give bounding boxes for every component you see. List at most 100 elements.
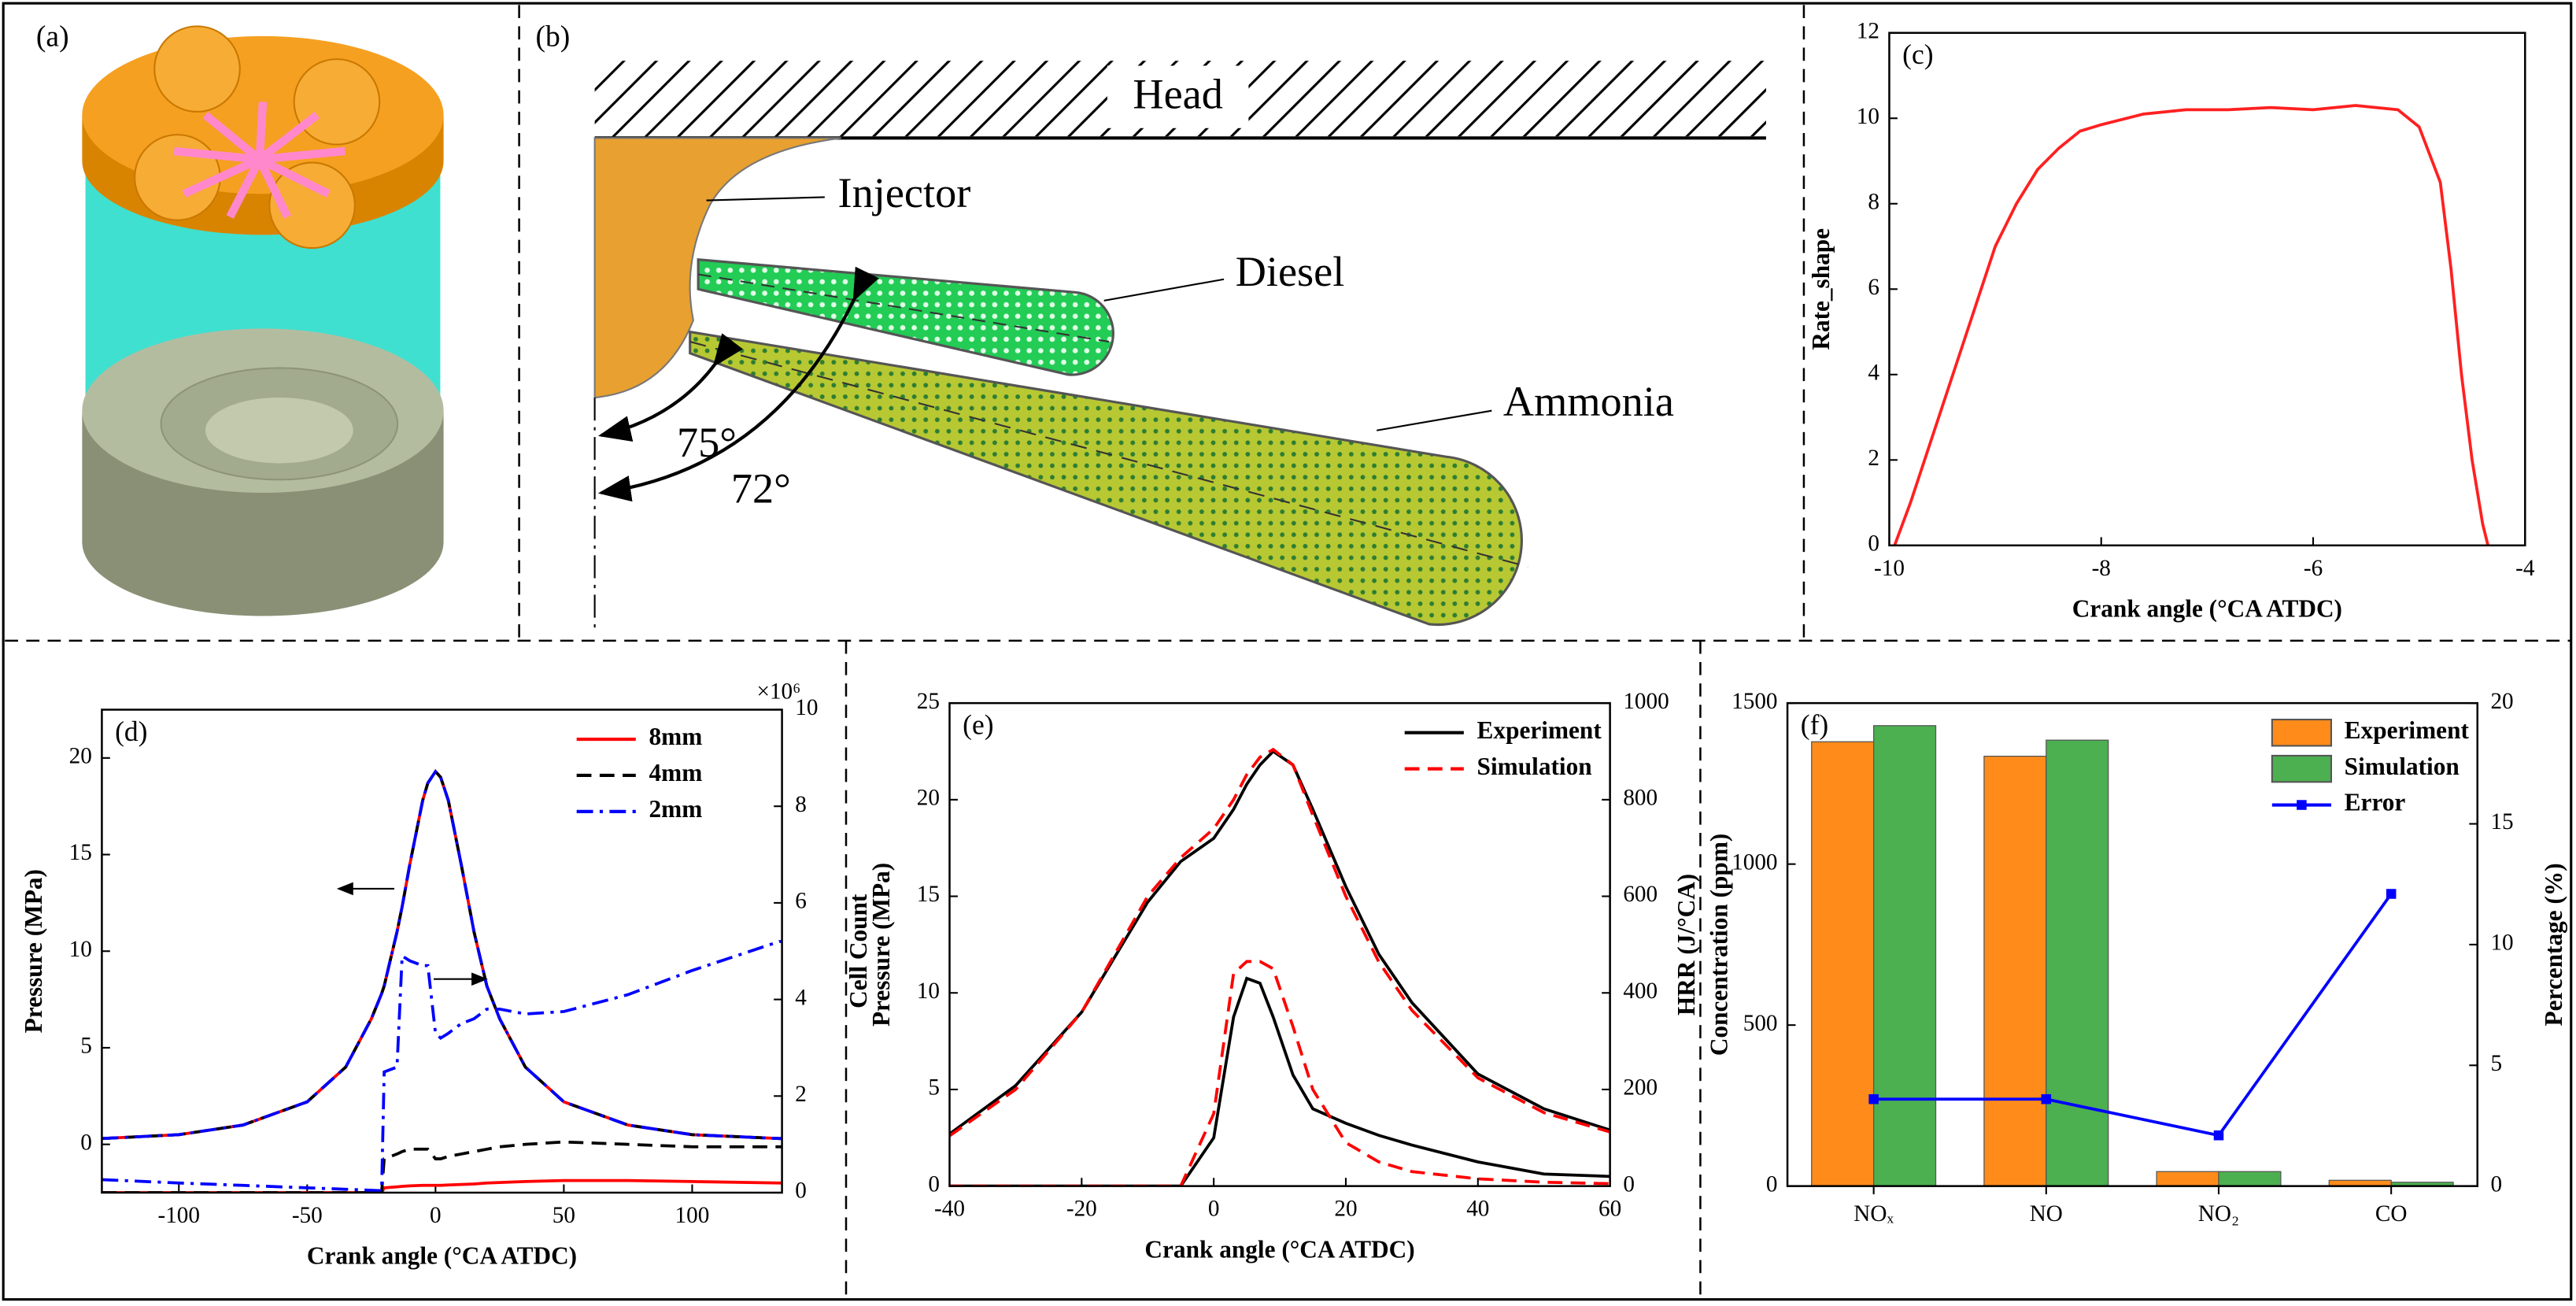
- x-tick-label: NO: [2030, 1201, 2063, 1226]
- x-tick-label: 20: [1334, 1197, 1357, 1222]
- y2-tick-label: 8: [795, 792, 807, 817]
- x-tick-label: -4: [2515, 556, 2535, 581]
- x-tick-label: 60: [1598, 1197, 1621, 1222]
- legend-label: Experiment: [2345, 716, 2470, 744]
- bar: [1811, 741, 1875, 1187]
- x-tick-label: -100: [157, 1203, 200, 1228]
- error-marker: [2041, 1093, 2052, 1104]
- panel-label: (c): [1902, 39, 1933, 70]
- y-tick-label: 20: [69, 744, 92, 769]
- y-tick-label: 5: [928, 1075, 940, 1101]
- y2-tick-label: 0: [2490, 1171, 2502, 1197]
- data-line: [949, 749, 1610, 1135]
- legend-marker: [2297, 800, 2307, 810]
- y2-tick-label: 0: [1623, 1171, 1635, 1197]
- y-tick-label: 12: [1857, 18, 1879, 43]
- data-line: [1893, 104, 2489, 546]
- bar: [2046, 739, 2109, 1187]
- y-tick-label: 8: [1868, 189, 1879, 214]
- y-tick-label: 0: [1766, 1171, 1778, 1197]
- y2-tick-label: 200: [1623, 1075, 1658, 1101]
- x-axis-label: Crank angle (°CA ATDC): [1144, 1235, 1414, 1263]
- y-axis-label: Rate_shape: [1807, 228, 1835, 350]
- panel-b: (b) Head Injector Diesel Ammonia 75° 72°: [535, 21, 1766, 633]
- y-axis-label: Pressure (MPa): [20, 869, 47, 1033]
- y-tick-label: 15: [69, 840, 92, 865]
- legend-label: 4mm: [649, 759, 703, 786]
- chart: 0 5 10 15 20 0 2 4 6 8 10 Pressure (MPa) Cell Count ×…: [20, 679, 872, 1269]
- y-tick-label: 25: [917, 689, 940, 714]
- x-axis-label: Crank angle (°CA ATDC): [307, 1242, 577, 1270]
- y-tick-label: 4: [1868, 360, 1879, 385]
- x-tick-label: -40: [934, 1197, 965, 1222]
- x-tick-label: 50: [553, 1203, 575, 1228]
- legend-label: 2mm: [649, 795, 703, 823]
- y2-axis-label: Percentage (%): [2540, 863, 2567, 1026]
- valve: [268, 161, 356, 250]
- error-marker: [1868, 1093, 1879, 1104]
- ammonia-label: Ammonia: [1503, 378, 1674, 425]
- valve: [293, 58, 381, 146]
- x-tick-label: -10: [1874, 556, 1905, 581]
- data-line: [102, 768, 782, 1141]
- y2-tick-label: 10: [795, 695, 818, 720]
- y2-tick-label: 800: [1623, 786, 1658, 811]
- x-tick-label: -50: [292, 1203, 323, 1228]
- bar: [1983, 756, 2047, 1187]
- panel-a: (a): [36, 21, 444, 616]
- injector-label: Injector: [838, 169, 971, 216]
- error-marker: [2386, 889, 2397, 899]
- y2-tick-label: 15: [2490, 809, 2513, 834]
- x-tick-label: CO: [2375, 1201, 2408, 1226]
- plot-frame: [948, 701, 1611, 1187]
- x-tick-label: 40: [1466, 1197, 1489, 1222]
- y-tick-label: 1500: [1732, 689, 1777, 714]
- data-line-y2: [102, 1178, 782, 1193]
- x-tick-label: 0: [430, 1203, 442, 1228]
- x-tick-label: -8: [2092, 556, 2111, 581]
- x-tick-label: -6: [2304, 556, 2323, 581]
- head-label: Head: [1133, 71, 1222, 118]
- panel-label: (e): [963, 709, 993, 741]
- panel-label: (b): [535, 21, 570, 54]
- y-tick-label: 0: [80, 1130, 92, 1155]
- panel-label: (d): [115, 716, 147, 747]
- y2-tick-label: 5: [2490, 1051, 2502, 1076]
- y2-tick-label: 400: [1623, 979, 1658, 1004]
- data-line-y2: [949, 976, 1610, 1186]
- leader: [1103, 278, 1225, 302]
- head-label-box: [1107, 65, 1249, 128]
- panel-label: (f): [1801, 709, 1828, 741]
- legend-label: 8mm: [649, 723, 703, 750]
- y-tick-label: 10: [917, 979, 940, 1004]
- valve: [153, 25, 241, 113]
- legend-label: Error: [2345, 789, 2406, 816]
- y-tick-label: 0: [928, 1171, 940, 1197]
- y2-tick-label: 2: [795, 1082, 807, 1107]
- y-tick-label: 15: [917, 882, 940, 907]
- y2-tick-label: 20: [2490, 689, 2513, 714]
- x-tick-label: 0: [1208, 1197, 1220, 1222]
- y-tick-label: 6: [1868, 275, 1879, 300]
- x-tick-label: NOₓ: [1853, 1201, 1894, 1226]
- y-tick-label: 10: [1857, 104, 1879, 129]
- y-tick-label: 500: [1743, 1011, 1778, 1036]
- legend-swatch: [2271, 718, 2333, 747]
- x-tick-label: NO₂: [2198, 1201, 2239, 1226]
- y-tick-label: 10: [69, 937, 92, 962]
- plot-frame: [101, 708, 783, 1194]
- ammonia-spray: [689, 330, 1523, 627]
- y2-tick-label: 6: [795, 889, 807, 914]
- legend-label: Experiment: [1477, 716, 1602, 744]
- piston-bowl-inner: [205, 398, 353, 464]
- leader: [1377, 409, 1492, 431]
- error-line: [1873, 893, 2393, 1138]
- diesel-label: Diesel: [1236, 248, 1345, 295]
- legend-label: Simulation: [2345, 753, 2460, 780]
- error-marker: [2213, 1130, 2224, 1141]
- plot-frame: [1888, 31, 2526, 547]
- bar: [2156, 1171, 2219, 1187]
